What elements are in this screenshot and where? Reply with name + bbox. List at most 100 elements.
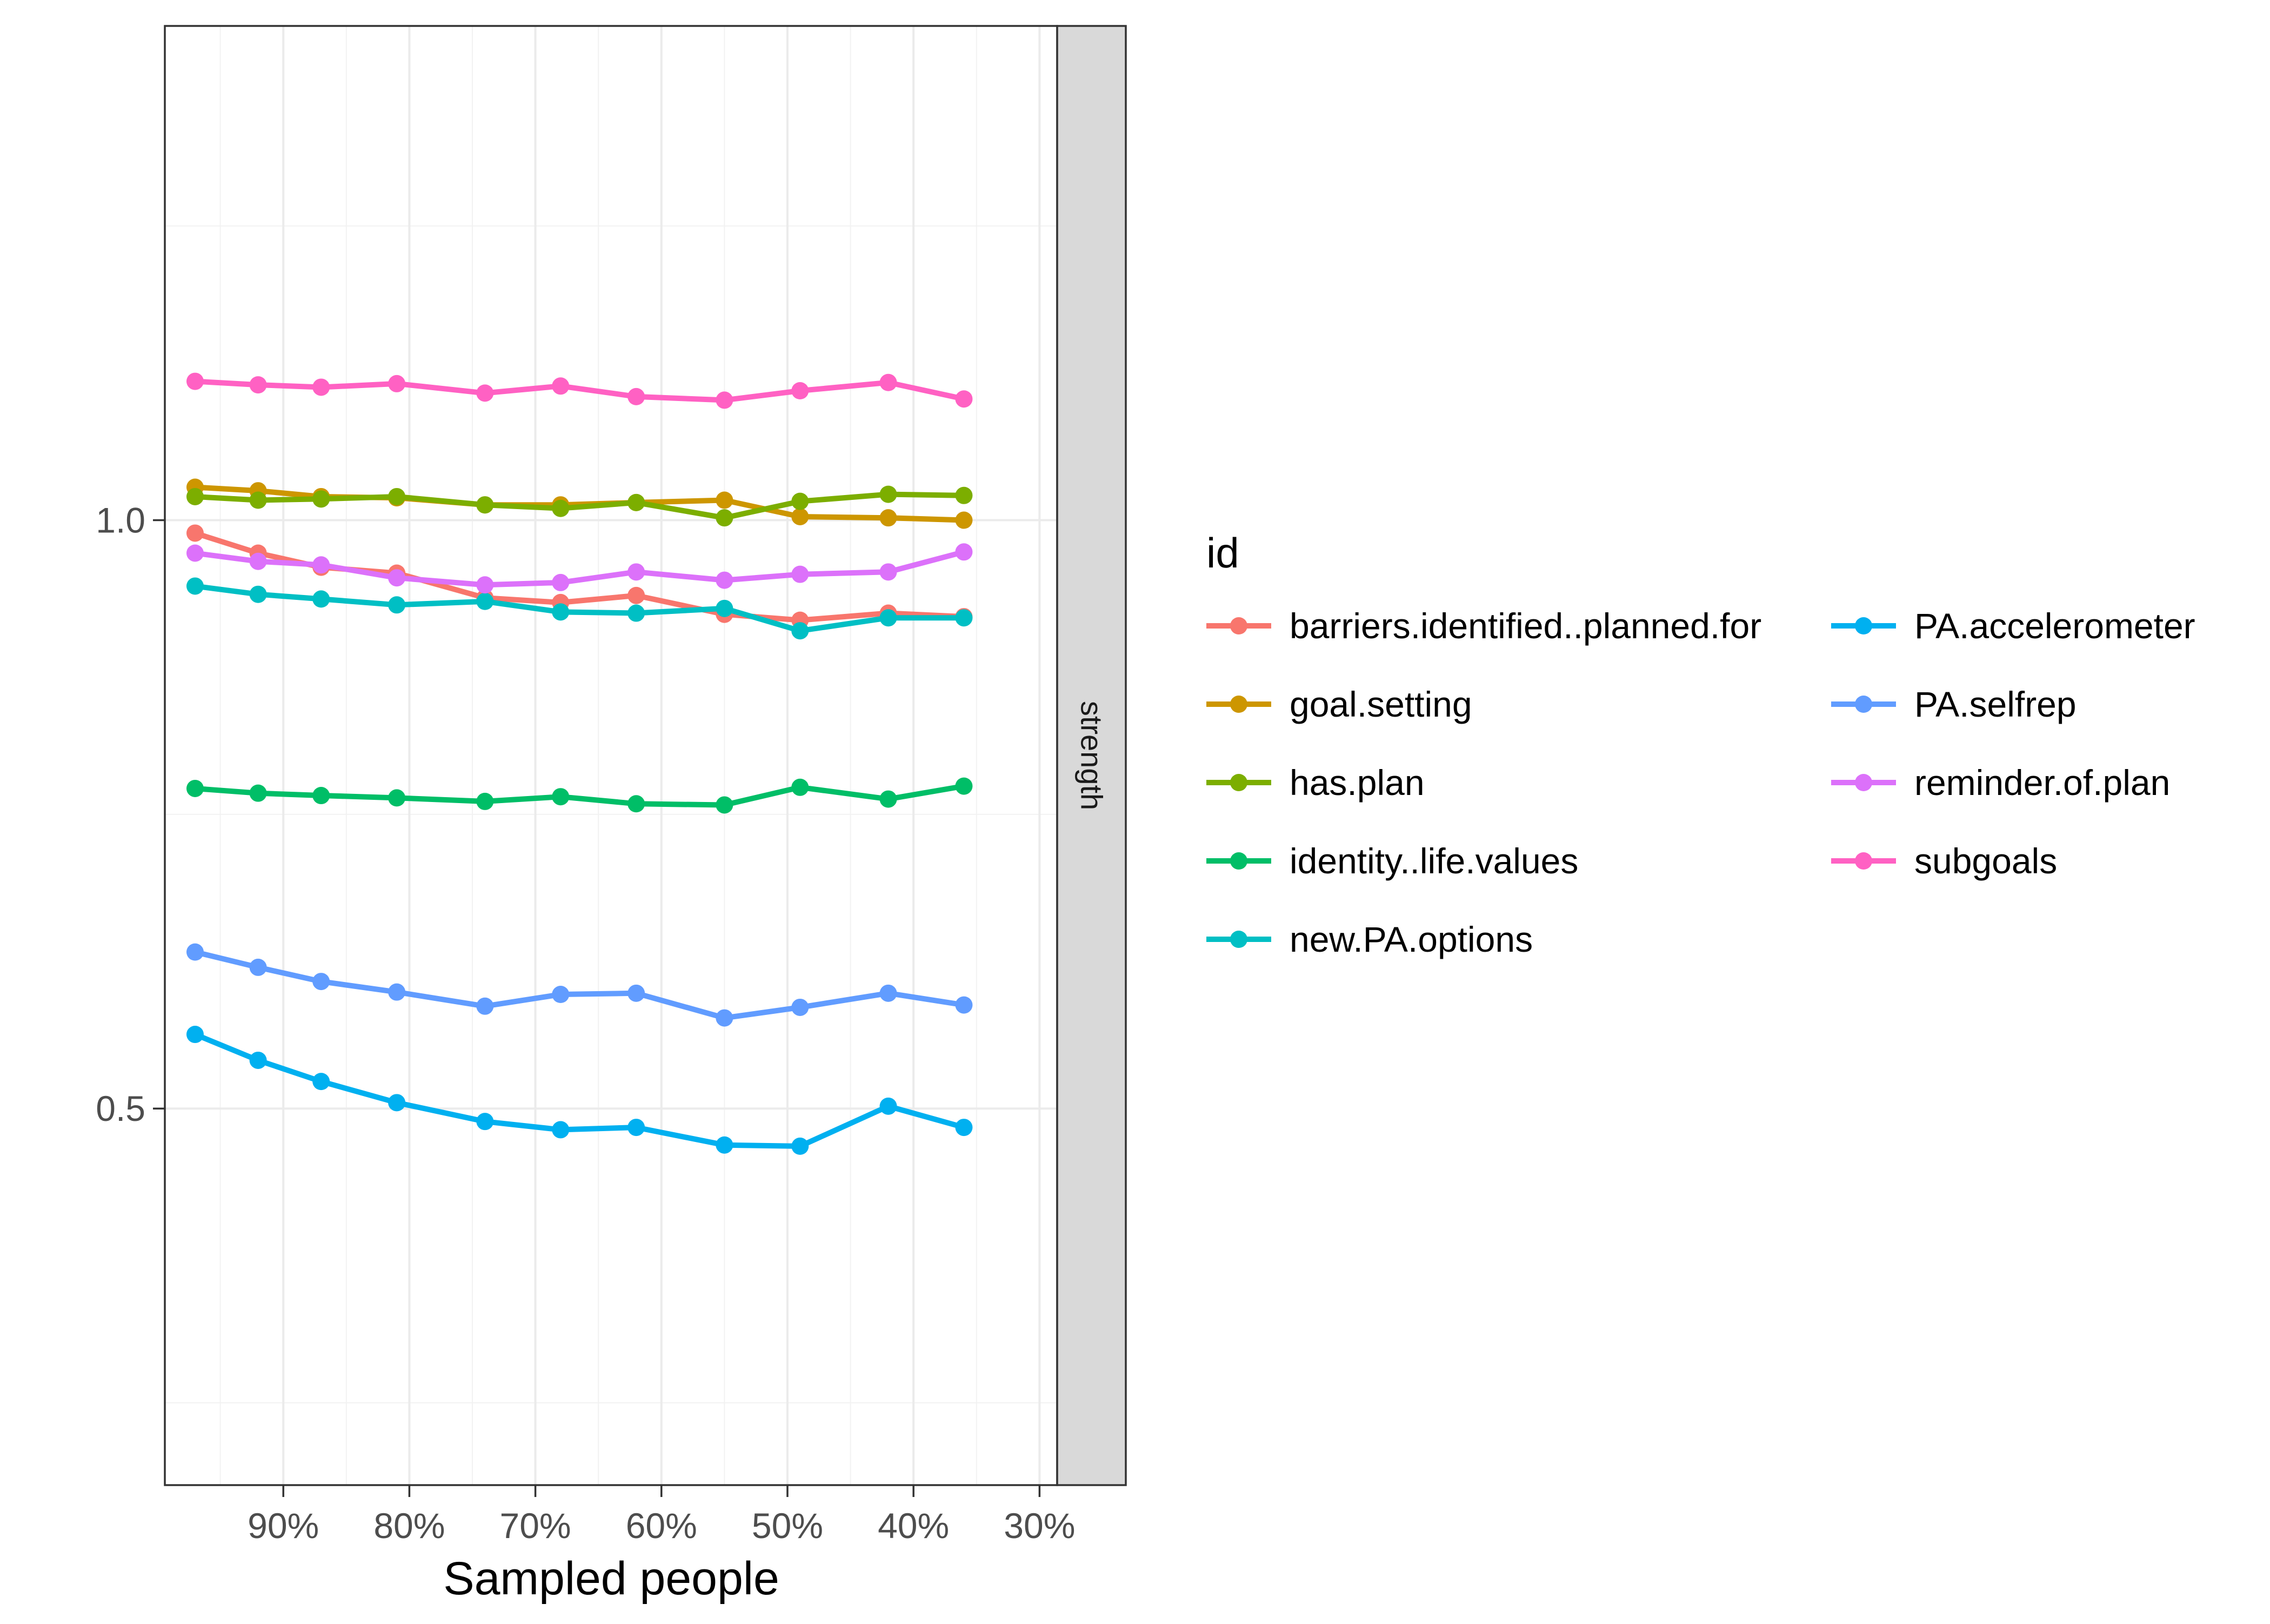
- data-point: [627, 1119, 645, 1137]
- data-point: [955, 511, 973, 529]
- data-point: [312, 787, 330, 805]
- data-point: [791, 998, 809, 1016]
- series-subgoals: [186, 372, 973, 409]
- data-point: [791, 507, 809, 525]
- legend-label: new.PA.options: [1290, 919, 1533, 959]
- legend-item: barriers.identified..planned.for: [1206, 606, 1761, 646]
- data-point: [476, 592, 494, 610]
- data-point: [476, 576, 494, 594]
- data-point: [627, 387, 645, 405]
- data-point: [552, 788, 570, 806]
- x-tick-label: 40%: [878, 1506, 949, 1546]
- data-point: [552, 986, 570, 1004]
- legend-item: goal.setting: [1206, 684, 1472, 724]
- data-point: [186, 544, 204, 562]
- legend-key-point: [1230, 696, 1247, 713]
- data-point: [249, 376, 267, 394]
- data-point: [879, 563, 897, 581]
- legend-item: has.plan: [1206, 763, 1425, 803]
- legend-key-point: [1855, 852, 1872, 870]
- data-point: [552, 377, 570, 395]
- data-point: [879, 485, 897, 503]
- x-tick-label: 30%: [1004, 1506, 1075, 1546]
- legend-key-point: [1230, 774, 1247, 791]
- data-point: [476, 1113, 494, 1131]
- data-point: [476, 496, 494, 514]
- data-point: [955, 996, 973, 1014]
- data-point: [312, 490, 330, 508]
- data-point: [791, 1137, 809, 1155]
- legend-item: reminder.of.plan: [1831, 763, 2170, 803]
- data-point: [312, 1073, 330, 1091]
- legend-label: goal.setting: [1290, 684, 1472, 724]
- x-tick-label: 90%: [248, 1506, 319, 1546]
- legend-item: PA.accelerometer: [1831, 606, 2195, 646]
- legend: id barriers.identified..planned.for goal.…: [1206, 529, 2195, 959]
- legend-label: PA.accelerometer: [1914, 606, 2195, 646]
- data-point: [955, 777, 973, 795]
- data-point: [627, 563, 645, 581]
- legend-key-point: [1230, 852, 1247, 870]
- data-point: [249, 491, 267, 509]
- data-point: [552, 603, 570, 621]
- data-point: [716, 796, 733, 814]
- data-point: [186, 577, 204, 595]
- data-point: [716, 1136, 733, 1154]
- data-point: [249, 585, 267, 603]
- data-point: [716, 1009, 733, 1027]
- data-point: [388, 789, 406, 807]
- legend-title: id: [1206, 529, 1239, 577]
- data-point: [955, 1119, 973, 1137]
- data-point: [879, 609, 897, 627]
- data-point: [186, 372, 204, 390]
- legend-key-point: [1855, 696, 1872, 713]
- data-point: [388, 487, 406, 505]
- data-point: [955, 609, 973, 627]
- data-point: [791, 622, 809, 640]
- legend-label: PA.selfrep: [1914, 684, 2077, 724]
- y-tick-label: 1.0: [96, 500, 145, 540]
- legend-label: barriers.identified..planned.for: [1290, 606, 1761, 646]
- data-point: [186, 779, 204, 797]
- data-point: [249, 1051, 267, 1069]
- data-point: [388, 569, 406, 587]
- data-point: [476, 384, 494, 402]
- data-point: [716, 571, 733, 589]
- legend-item: new.PA.options: [1206, 919, 1533, 959]
- data-point: [627, 604, 645, 622]
- data-point: [716, 599, 733, 617]
- data-point: [716, 391, 733, 409]
- y-tick-label: 0.5: [96, 1088, 145, 1128]
- data-point: [879, 790, 897, 808]
- data-point: [879, 373, 897, 391]
- legend-key-point: [1855, 774, 1872, 791]
- series-lines: [186, 372, 973, 1155]
- data-point: [791, 565, 809, 583]
- x-tick-label: 50%: [752, 1506, 823, 1546]
- data-point: [791, 778, 809, 796]
- x-tick-label: 80%: [373, 1506, 445, 1546]
- series-PA.selfrep: [186, 943, 973, 1027]
- facet-strip: [1056, 25, 1127, 1486]
- grid-lines: [165, 26, 1057, 1485]
- legend-key-point: [1230, 931, 1247, 948]
- legend-label: reminder.of.plan: [1914, 763, 2170, 803]
- data-point: [312, 973, 330, 991]
- data-point: [186, 487, 204, 505]
- data-point: [249, 784, 267, 802]
- series-new.PA.options: [186, 577, 973, 640]
- data-point: [627, 586, 645, 604]
- data-point: [791, 382, 809, 399]
- data-point: [627, 493, 645, 511]
- data-point: [879, 1097, 897, 1115]
- legend-label: subgoals: [1914, 841, 2057, 881]
- facet-strip-label: strength: [1075, 701, 1109, 810]
- series-identity..life.values: [186, 777, 973, 814]
- x-axis-title: Sampled people: [443, 1553, 779, 1605]
- data-point: [388, 596, 406, 614]
- legend-item: PA.selfrep: [1831, 684, 2077, 724]
- data-point: [388, 983, 406, 1001]
- data-point: [186, 1026, 204, 1044]
- data-point: [476, 997, 494, 1015]
- data-point: [552, 573, 570, 591]
